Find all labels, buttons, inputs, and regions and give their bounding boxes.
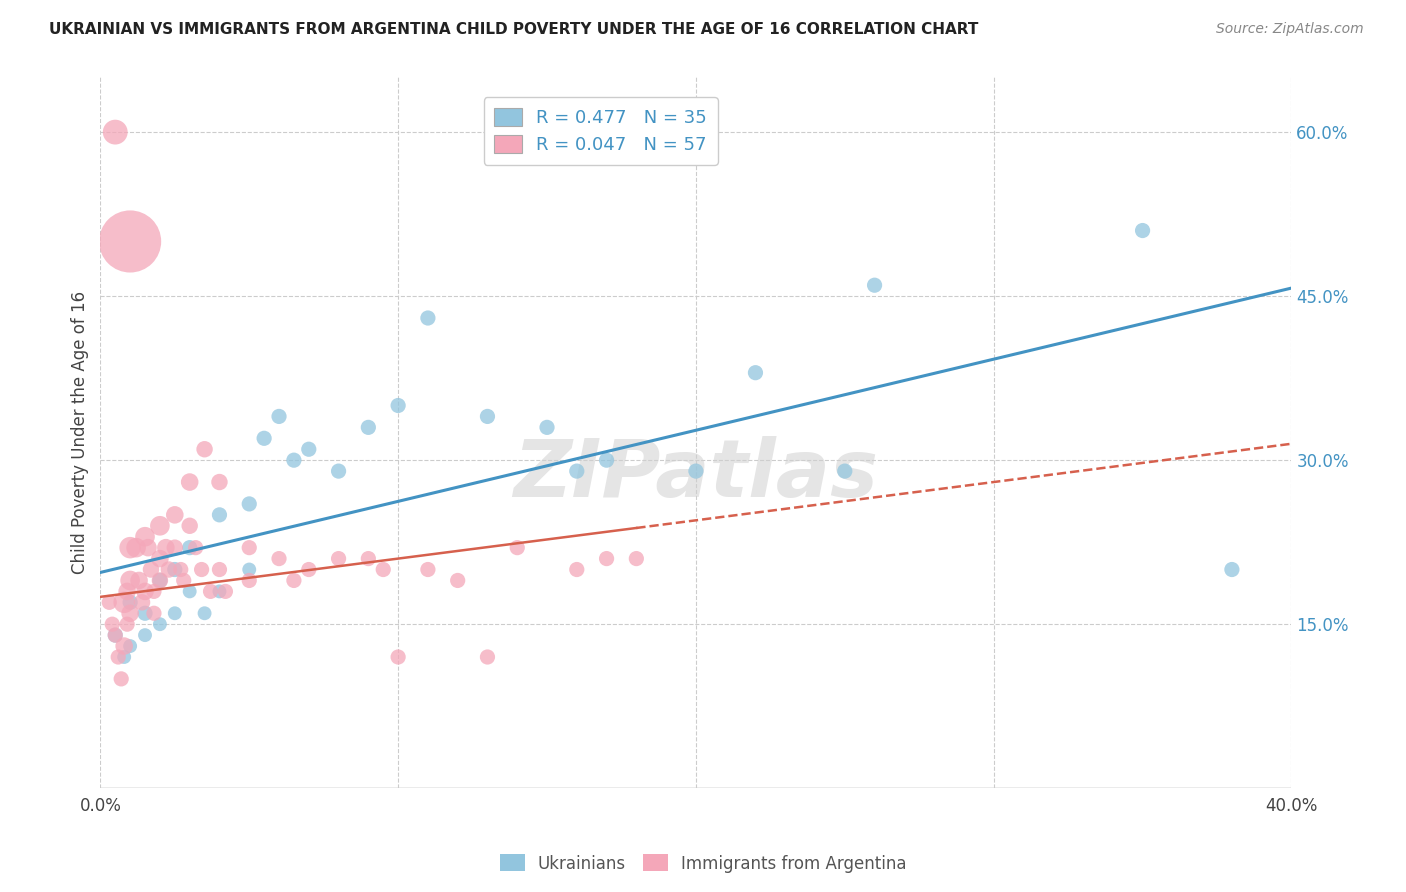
Point [328,464,350,478]
Point [298,562,321,576]
Point [131,595,153,609]
Point [134,584,156,599]
Point [863,278,886,293]
Point [238,497,260,511]
Point [357,420,380,434]
Point [110,672,132,686]
Point [200,584,222,599]
Point [267,551,290,566]
Point [98,595,121,609]
Point [120,639,142,653]
Point [149,574,172,588]
Text: ZIPatlas: ZIPatlas [513,436,879,515]
Point [134,628,156,642]
Point [834,464,856,478]
Point [149,518,172,533]
Point [149,617,172,632]
Point [142,584,165,599]
Point [149,574,172,588]
Point [416,562,439,576]
Point [565,562,588,576]
Legend: R = 0.477   N = 35, R = 0.047   N = 57: R = 0.477 N = 35, R = 0.047 N = 57 [484,97,717,165]
Point [179,584,201,599]
Point [112,639,135,653]
Point [115,584,138,599]
Point [595,453,617,467]
Point [112,650,135,665]
Point [120,607,142,621]
Point [120,541,142,555]
Point [120,574,142,588]
Point [387,650,409,665]
Point [136,541,159,555]
Point [214,584,236,599]
Point [626,551,648,566]
Point [179,541,201,555]
Point [208,584,231,599]
Point [328,551,350,566]
Point [120,235,142,249]
Point [208,562,231,576]
Point [179,518,201,533]
Point [208,475,231,489]
Point [283,453,305,467]
Point [447,574,470,588]
Point [163,508,186,522]
Legend: Ukrainians, Immigrants from Argentina: Ukrainians, Immigrants from Argentina [494,847,912,880]
Point [184,541,207,555]
Point [149,551,172,566]
Point [744,366,766,380]
Point [104,628,127,642]
Point [128,574,150,588]
Point [238,541,260,555]
Point [536,420,558,434]
Point [208,508,231,522]
Point [238,574,260,588]
Point [101,617,124,632]
Point [416,311,439,326]
Point [173,574,195,588]
Text: Source: ZipAtlas.com: Source: ZipAtlas.com [1216,22,1364,37]
Point [298,442,321,457]
Point [238,562,260,576]
Point [134,530,156,544]
Text: UKRAINIAN VS IMMIGRANTS FROM ARGENTINA CHILD POVERTY UNDER THE AGE OF 16 CORRELA: UKRAINIAN VS IMMIGRANTS FROM ARGENTINA C… [49,22,979,37]
Point [253,431,276,445]
Point [142,607,165,621]
Point [104,125,127,139]
Point [163,607,186,621]
Point [357,551,380,566]
Point [112,595,135,609]
Point [194,442,217,457]
Point [477,409,499,424]
Point [477,650,499,665]
Y-axis label: Child Poverty Under the Age of 16: Child Poverty Under the Age of 16 [72,292,89,574]
Point [387,399,409,413]
Point [107,650,129,665]
Point [179,475,201,489]
Point [120,595,142,609]
Point [685,464,707,478]
Point [373,562,395,576]
Point [506,541,529,555]
Point [194,607,217,621]
Point [283,574,305,588]
Point [170,562,193,576]
Point [267,409,290,424]
Point [104,628,127,642]
Point [595,551,617,566]
Point [115,617,138,632]
Point [1132,223,1154,237]
Point [565,464,588,478]
Point [163,541,186,555]
Point [163,562,186,576]
Point [125,541,148,555]
Point [157,562,180,576]
Point [190,562,212,576]
Point [155,541,177,555]
Point [134,607,156,621]
Point [1220,562,1243,576]
Point [139,562,162,576]
